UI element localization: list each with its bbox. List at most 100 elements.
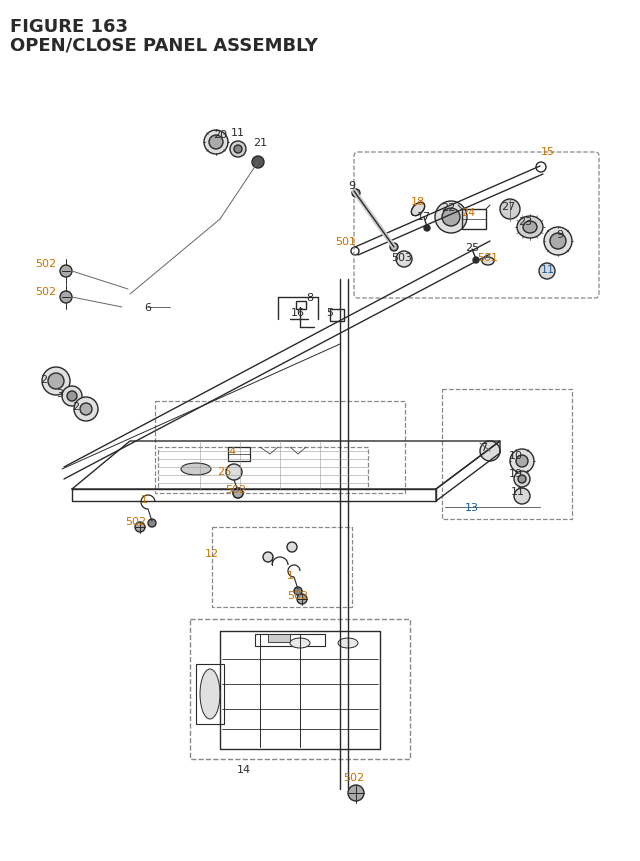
- Bar: [330, 310, 344, 322]
- Text: 10: 10: [509, 450, 523, 461]
- Circle shape: [233, 488, 243, 499]
- Bar: [296, 301, 306, 310]
- Circle shape: [480, 442, 500, 461]
- Text: 15: 15: [541, 147, 555, 157]
- Circle shape: [148, 519, 156, 528]
- Text: 11: 11: [541, 264, 555, 275]
- Bar: [158, 448, 368, 489]
- Text: 9: 9: [348, 181, 356, 191]
- Circle shape: [500, 200, 520, 220]
- Circle shape: [252, 157, 264, 169]
- Circle shape: [473, 257, 479, 263]
- Circle shape: [209, 136, 223, 150]
- Circle shape: [390, 244, 398, 251]
- Circle shape: [234, 146, 242, 154]
- Text: 503: 503: [392, 253, 413, 263]
- Text: 7: 7: [481, 443, 488, 453]
- Text: 19: 19: [509, 468, 523, 479]
- Text: 1: 1: [287, 570, 294, 580]
- Text: 20: 20: [213, 130, 227, 139]
- Text: 26: 26: [217, 467, 231, 476]
- Text: 9: 9: [556, 230, 564, 239]
- Text: 27: 27: [501, 201, 515, 212]
- Circle shape: [226, 464, 242, 480]
- Text: OPEN/CLOSE PANEL ASSEMBLY: OPEN/CLOSE PANEL ASSEMBLY: [10, 36, 318, 54]
- Text: 8: 8: [307, 293, 314, 303]
- Circle shape: [442, 208, 460, 226]
- Bar: [462, 210, 486, 230]
- Circle shape: [544, 228, 572, 256]
- Text: 502: 502: [225, 485, 246, 494]
- Bar: [155, 401, 405, 493]
- Text: 502: 502: [344, 772, 365, 782]
- Text: 5: 5: [326, 307, 333, 318]
- Text: 6: 6: [145, 303, 152, 313]
- Ellipse shape: [290, 638, 310, 648]
- Ellipse shape: [181, 463, 211, 475]
- Text: FIGURE 163: FIGURE 163: [10, 18, 128, 36]
- Ellipse shape: [412, 203, 425, 216]
- Circle shape: [42, 368, 70, 395]
- Circle shape: [135, 523, 145, 532]
- Bar: [212, 528, 352, 607]
- Bar: [196, 664, 224, 724]
- Circle shape: [80, 404, 92, 416]
- Circle shape: [510, 449, 534, 474]
- Circle shape: [67, 392, 77, 401]
- Circle shape: [539, 263, 555, 280]
- Text: 502: 502: [35, 287, 56, 297]
- Circle shape: [60, 292, 72, 304]
- Bar: [190, 619, 410, 759]
- Text: 1: 1: [141, 494, 147, 505]
- Circle shape: [233, 488, 243, 499]
- Circle shape: [516, 455, 528, 468]
- Circle shape: [514, 472, 530, 487]
- Ellipse shape: [200, 669, 220, 719]
- Circle shape: [74, 398, 98, 422]
- Circle shape: [435, 201, 467, 233]
- Text: 502: 502: [35, 258, 56, 269]
- Ellipse shape: [523, 222, 537, 233]
- Text: 14: 14: [237, 764, 251, 774]
- Circle shape: [352, 189, 360, 198]
- Circle shape: [518, 475, 526, 483]
- Text: 12: 12: [205, 548, 219, 558]
- Text: 2: 2: [72, 401, 79, 412]
- Text: 3: 3: [56, 388, 63, 399]
- Circle shape: [230, 142, 246, 158]
- Circle shape: [550, 233, 566, 250]
- Text: 17: 17: [417, 212, 431, 222]
- Text: 23: 23: [518, 217, 532, 226]
- Circle shape: [60, 266, 72, 278]
- Bar: [442, 389, 572, 519]
- Circle shape: [204, 131, 228, 155]
- Text: 13: 13: [465, 503, 479, 512]
- Text: 24: 24: [461, 208, 475, 218]
- Circle shape: [348, 785, 364, 801]
- Text: 501: 501: [477, 253, 499, 263]
- Bar: [255, 635, 325, 647]
- Text: 11: 11: [511, 486, 525, 497]
- Text: 502: 502: [125, 517, 147, 526]
- Ellipse shape: [338, 638, 358, 648]
- Circle shape: [62, 387, 82, 406]
- Text: 25: 25: [465, 243, 479, 253]
- Bar: [228, 448, 250, 461]
- Circle shape: [294, 587, 302, 595]
- Text: 21: 21: [253, 138, 267, 148]
- Circle shape: [48, 374, 64, 389]
- Circle shape: [514, 488, 530, 505]
- Circle shape: [396, 251, 412, 268]
- Circle shape: [263, 553, 273, 562]
- Text: 4: 4: [228, 447, 236, 456]
- Text: 18: 18: [411, 197, 425, 207]
- Text: 501: 501: [335, 237, 356, 247]
- Text: 2: 2: [40, 375, 47, 385]
- Text: 22: 22: [441, 202, 455, 213]
- Bar: [268, 635, 290, 642]
- Text: 11: 11: [231, 127, 245, 138]
- Circle shape: [287, 542, 297, 553]
- Ellipse shape: [482, 257, 494, 266]
- Circle shape: [297, 594, 307, 604]
- Text: 16: 16: [291, 307, 305, 318]
